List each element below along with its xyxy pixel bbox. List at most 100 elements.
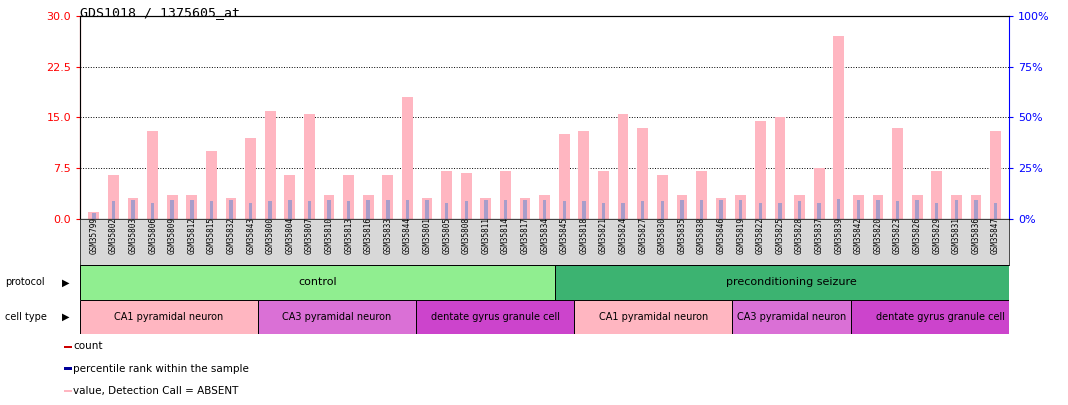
Text: dentate gyrus granule cell: dentate gyrus granule cell <box>430 312 560 322</box>
Bar <box>366 200 370 219</box>
Bar <box>833 36 844 219</box>
Bar <box>406 200 409 219</box>
Bar <box>288 200 292 219</box>
Bar <box>484 200 488 219</box>
Text: dentate gyrus granule cell: dentate gyrus granule cell <box>876 312 1005 322</box>
Bar <box>225 198 236 219</box>
Bar <box>582 201 585 219</box>
Text: GDS1018 / 1375605_at: GDS1018 / 1375605_at <box>80 6 240 19</box>
Bar <box>795 195 805 219</box>
Bar <box>934 202 939 219</box>
Bar <box>598 171 609 219</box>
Bar <box>774 117 785 219</box>
Bar <box>798 201 801 219</box>
Bar <box>92 213 95 219</box>
Text: percentile rank within the sample: percentile rank within the sample <box>74 364 249 373</box>
Bar <box>601 202 606 219</box>
Bar <box>563 201 566 219</box>
Text: CA3 pyramidal neuron: CA3 pyramidal neuron <box>737 312 847 322</box>
Bar <box>716 198 726 219</box>
Bar <box>951 195 961 219</box>
Bar <box>445 202 449 219</box>
Bar <box>112 201 115 219</box>
Bar <box>249 202 252 219</box>
Bar <box>676 195 688 219</box>
Text: protocol: protocol <box>5 277 45 288</box>
Bar <box>617 114 628 219</box>
Bar <box>268 201 272 219</box>
Bar <box>363 195 374 219</box>
Bar <box>187 195 198 219</box>
Bar <box>755 121 766 219</box>
Bar <box>857 200 860 219</box>
Bar <box>327 200 331 219</box>
Bar <box>575 300 733 334</box>
Bar <box>246 138 256 219</box>
Bar <box>151 202 155 219</box>
Bar <box>873 195 883 219</box>
Bar <box>735 195 747 219</box>
Bar <box>481 198 491 219</box>
Bar <box>758 202 763 219</box>
Bar <box>206 151 217 219</box>
Bar <box>441 171 452 219</box>
Bar <box>892 128 902 219</box>
Bar <box>347 201 350 219</box>
Bar <box>230 200 233 219</box>
Text: ▶: ▶ <box>62 312 69 322</box>
Bar <box>853 195 864 219</box>
Bar <box>209 201 214 219</box>
Text: CA3 pyramidal neuron: CA3 pyramidal neuron <box>282 312 392 322</box>
Bar <box>851 300 1030 334</box>
Text: value, Detection Call = ABSENT: value, Detection Call = ABSENT <box>74 386 239 396</box>
Bar <box>422 198 433 219</box>
Text: CA1 pyramidal neuron: CA1 pyramidal neuron <box>599 312 708 322</box>
Bar <box>64 345 73 347</box>
Bar <box>638 128 648 219</box>
Bar <box>387 200 390 219</box>
Bar <box>343 175 355 219</box>
Bar <box>814 168 824 219</box>
Text: CA1 pyramidal neuron: CA1 pyramidal neuron <box>114 312 223 322</box>
Bar <box>739 200 742 219</box>
Bar <box>733 300 851 334</box>
Bar <box>641 201 644 219</box>
Bar <box>543 200 547 219</box>
Bar <box>284 175 295 219</box>
Bar <box>915 200 918 219</box>
Bar <box>89 212 99 219</box>
Bar <box>931 171 942 219</box>
Bar <box>500 171 511 219</box>
Bar <box>80 265 554 300</box>
Text: control: control <box>298 277 336 288</box>
Bar <box>912 195 923 219</box>
Bar <box>504 200 507 219</box>
Bar <box>80 300 258 334</box>
Bar <box>817 202 821 219</box>
Text: preconditioning seizure: preconditioning seizure <box>726 277 858 288</box>
Bar <box>131 200 135 219</box>
Bar <box>990 131 1001 219</box>
Bar <box>324 195 334 219</box>
Bar <box>579 131 590 219</box>
Bar <box>660 201 664 219</box>
Bar <box>425 200 429 219</box>
Bar <box>171 200 174 219</box>
Text: cell type: cell type <box>5 312 47 322</box>
Bar <box>955 200 958 219</box>
Bar <box>974 200 977 219</box>
Bar <box>993 202 998 219</box>
Bar <box>876 200 880 219</box>
Bar <box>680 200 684 219</box>
Bar <box>837 199 841 219</box>
Text: ▶: ▶ <box>62 277 69 288</box>
Bar <box>147 131 158 219</box>
Bar <box>559 134 569 219</box>
Bar <box>700 200 703 219</box>
Bar <box>304 114 315 219</box>
Bar <box>308 201 311 219</box>
Bar <box>382 175 393 219</box>
Bar <box>417 300 575 334</box>
Bar <box>779 202 782 219</box>
Bar <box>128 198 139 219</box>
